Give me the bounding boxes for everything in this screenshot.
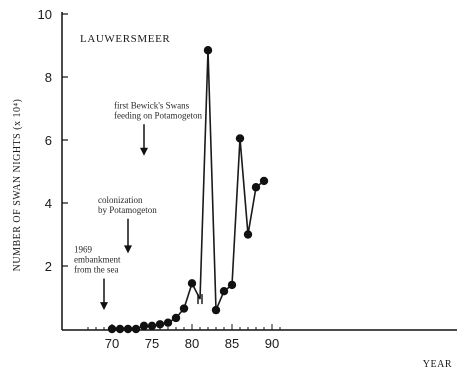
data-point	[147, 321, 157, 331]
annotation-3-text: first Bewick's Swans	[114, 100, 190, 110]
data-point	[227, 280, 237, 290]
series-layer	[107, 46, 269, 334]
series-line-2	[199, 49, 265, 311]
y-tick-label: 2	[45, 259, 52, 274]
x-tick-label: 80	[185, 336, 199, 351]
data-point	[139, 321, 149, 331]
x-tick-label: 70	[105, 336, 119, 351]
annotation-1-arrow-head	[100, 302, 108, 311]
data-point	[107, 324, 117, 334]
y-tick-label: 4	[45, 196, 52, 211]
annotation-2-text: colonization	[98, 195, 143, 205]
x-tick-label: 85	[225, 336, 239, 351]
annotation-2-text: by Potamogeton	[98, 205, 157, 215]
y-tick-label: 10	[38, 7, 52, 22]
annotation-2-arrow-head	[124, 245, 132, 254]
x-axis-title: YEAR	[423, 359, 452, 370]
data-point	[203, 46, 213, 55]
x-tick-label: 75	[145, 336, 159, 351]
y-tick-label: 6	[45, 133, 52, 148]
data-point	[155, 320, 165, 329]
data-point	[171, 313, 181, 323]
data-point	[131, 324, 141, 334]
data-point	[187, 279, 197, 288]
annotation-1-text: embankment	[74, 255, 121, 265]
annotation-1-text: 1969	[74, 245, 93, 255]
data-point	[251, 183, 261, 192]
x-tick-label: 90	[265, 336, 279, 351]
y-tick-label: 8	[45, 70, 52, 85]
data-point	[259, 176, 269, 186]
data-point	[163, 318, 173, 327]
data-point	[219, 287, 229, 296]
data-point	[211, 305, 221, 315]
data-point	[179, 304, 189, 313]
chart-title: LAUWERSMEER	[80, 33, 170, 45]
axes: 2 4 6 8 10 70 75 80 85 90	[38, 7, 457, 351]
data-point	[243, 230, 253, 239]
annotation-1-text: from the sea	[74, 265, 118, 275]
annotation-3-text: feeding on Potamogeton	[114, 110, 202, 120]
y-axis-title: NUMBER OF SWAN NIGHTS (x 10⁴)	[12, 99, 23, 272]
data-point	[115, 324, 125, 334]
data-point	[235, 134, 245, 143]
data-point	[123, 324, 133, 334]
annotation-3-arrow-head	[140, 147, 148, 156]
